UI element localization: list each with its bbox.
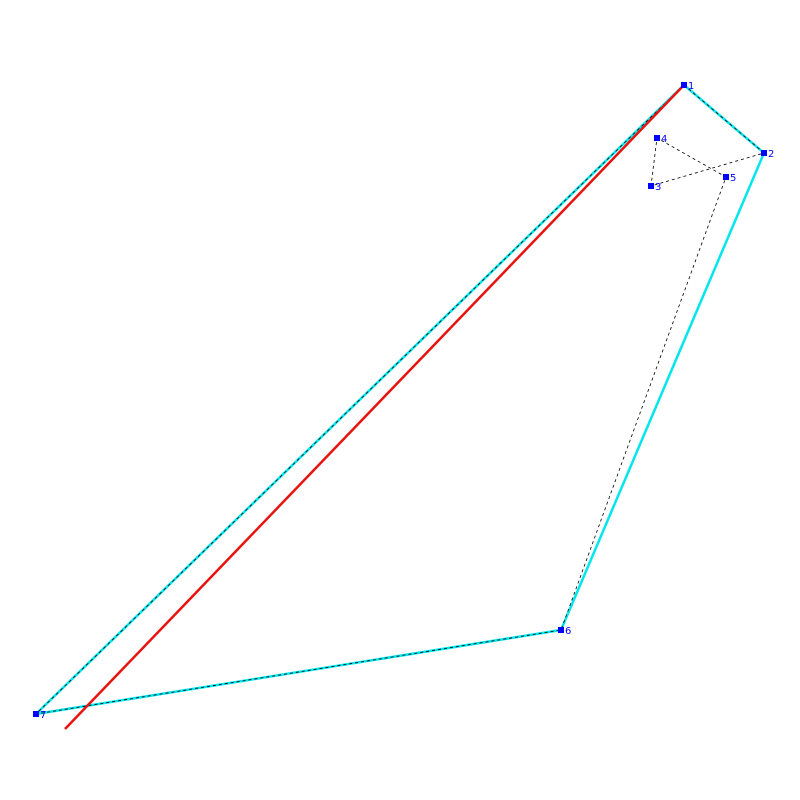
red-line bbox=[64, 84, 685, 730]
node-marker bbox=[723, 174, 729, 180]
node-label: 2 bbox=[768, 149, 774, 160]
node-label: 5 bbox=[730, 173, 736, 184]
node-label: 1 bbox=[688, 81, 694, 92]
nodes: 1 2 3 4 5 6 7 bbox=[33, 81, 774, 721]
node-label: 4 bbox=[661, 134, 667, 145]
node-label: 7 bbox=[40, 710, 46, 721]
node-marker bbox=[654, 135, 660, 141]
node-marker bbox=[558, 627, 564, 633]
node-marker bbox=[648, 183, 654, 189]
node-marker bbox=[33, 711, 39, 717]
node-marker bbox=[681, 82, 687, 88]
node-marker bbox=[761, 150, 767, 156]
node-label: 3 bbox=[655, 182, 661, 193]
node-label: 6 bbox=[565, 626, 571, 637]
